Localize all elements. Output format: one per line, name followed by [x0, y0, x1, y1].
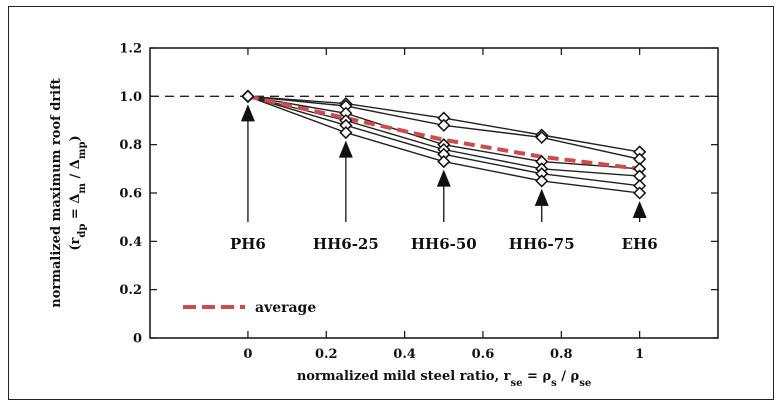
annotation-arrow-head: [534, 188, 549, 206]
y-axis-label-line2: (rdp = Δm / Δmp): [68, 135, 88, 250]
annotation-label: HH6-75: [509, 235, 575, 253]
annotation-label: HH6-25: [313, 235, 379, 253]
data-point: [535, 130, 549, 144]
y-tick-label: 1.0: [119, 90, 142, 105]
x-tick-label: 0.6: [472, 347, 495, 362]
annotation-arrow-head: [632, 201, 647, 218]
data-point: [535, 174, 549, 188]
annotation-label: HH6-50: [411, 235, 477, 253]
chart-labels: 0 0.2 0.4 0.6 0.8 1.0 1.2 0 0.2 0.4 0.6 0.8 1 PH6 HH6-…: [49, 42, 658, 389]
data-point: [437, 118, 451, 132]
y-tick-label: 0: [133, 332, 142, 347]
axes: [149, 47, 719, 339]
x-tick-label: 1: [635, 347, 644, 362]
figure-frame: [8, 6, 774, 400]
average-line: [247, 94, 640, 171]
legend-average-label: average: [255, 300, 316, 316]
y-tick-label: 1.2: [119, 42, 142, 57]
annotation-arrow-head: [338, 140, 353, 158]
x-tick-label: 0.2: [315, 347, 338, 362]
data-point: [339, 126, 353, 140]
annotation-arrow-head: [436, 169, 451, 187]
x-tick-label: 0: [243, 347, 252, 362]
y-tick-label: 0.8: [119, 138, 142, 153]
y-axis-label: normalized maximum roof drift (rdp = Δm /…: [49, 78, 88, 307]
y-axis-label-line1: normalized maximum roof drift: [49, 78, 64, 307]
y-tick-label: 0.2: [119, 283, 142, 298]
y-tick-label: 0.4: [119, 235, 142, 250]
x-tick-label: 0.8: [550, 347, 573, 362]
chart-marks: [150, 89, 718, 309]
y-tick-label: 0.6: [119, 187, 142, 202]
data-point: [241, 89, 255, 103]
annotation-arrow-head: [240, 104, 255, 122]
data-point: [633, 186, 647, 200]
plot-box: [149, 47, 719, 339]
data-point: [437, 155, 451, 169]
x-axis-label: normalized mild steel ratio, rse = ρs / …: [297, 369, 591, 389]
annotation-label: EH6: [622, 235, 658, 253]
x-tick-label: 0.4: [393, 347, 416, 362]
annotation-label: PH6: [230, 235, 266, 253]
